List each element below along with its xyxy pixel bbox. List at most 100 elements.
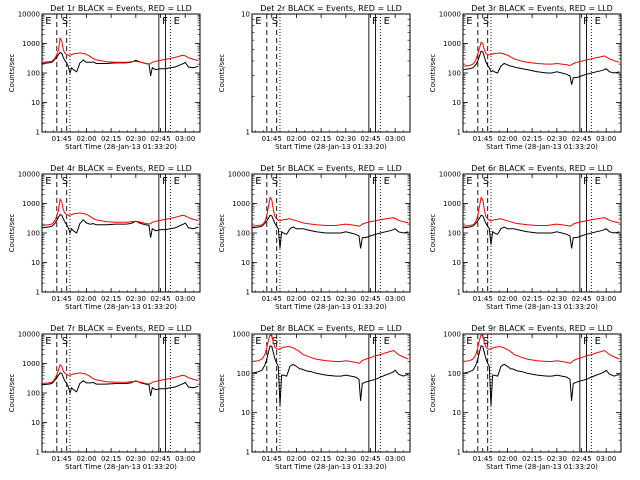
x-tick-label: 02:00 [76, 455, 96, 463]
series-lld-red [41, 363, 199, 385]
y-tick-label: 10000 [439, 11, 461, 19]
y-tick-label: 100 [27, 70, 40, 78]
marker-f: F [162, 16, 168, 27]
x-tick-label: 02:00 [286, 135, 306, 143]
marker-s: S [272, 16, 278, 27]
y-tick-label: 10000 [18, 171, 40, 179]
x-tick-label: 02:45 [571, 455, 591, 463]
x-tick-label: 02:45 [360, 135, 380, 143]
x-tick-label: 02:30 [547, 295, 567, 303]
y-axis-label: Counts/sec [8, 214, 16, 253]
x-tick-label: 01:45 [52, 295, 72, 303]
series-events-black [251, 345, 409, 406]
panel-det-6: Det 6r BLACK = Events, RED = LLD 1 10 100 10… [429, 164, 622, 311]
plot-frame [251, 333, 411, 453]
marker-s: S [483, 336, 489, 347]
x-tick-label: 02:15 [311, 135, 331, 143]
marker-e: E [255, 16, 261, 27]
x-axis-label: Start Time (28-Jan-13 01:33:20) [486, 303, 598, 311]
marker-e: E [595, 16, 601, 27]
y-tick-label: 10000 [439, 171, 461, 179]
series-events-black [462, 214, 620, 249]
panel-det-8: Det 8r BLACK = Events, RED = LLD 1 10 100 10… [218, 324, 411, 471]
marker-e: E [174, 16, 180, 27]
x-tick-label: 02:30 [547, 135, 567, 143]
series-lld-red [462, 41, 620, 67]
series-events-black [251, 214, 409, 249]
y-tick-label: 10 [31, 99, 40, 107]
x-tick-label: 03:00 [385, 455, 405, 463]
x-axis-label: Start Time (28-Jan-13 01:33:20) [65, 143, 177, 151]
x-tick-label: 02:00 [497, 135, 517, 143]
x-tick-label: 02:45 [150, 455, 170, 463]
series-lld-red [41, 197, 199, 226]
y-tick-label: 1 [36, 129, 40, 137]
marker-e: E [466, 16, 472, 27]
panel-title: Det 5r BLACK = Events, RED = LLD [260, 164, 402, 173]
y-tick-label: 1 [246, 129, 250, 137]
x-tick-label: 03:00 [385, 295, 405, 303]
marker-e: E [174, 176, 180, 187]
marker-e: E [595, 176, 601, 187]
y-tick-label: 10000 [18, 11, 40, 19]
panel-title: Det 9r BLACK = Events, RED = LLD [471, 324, 613, 333]
marker-e: E [45, 336, 51, 347]
x-tick-label: 03:00 [385, 135, 405, 143]
x-tick-label: 02:15 [522, 135, 542, 143]
y-tick-label: 1 [457, 129, 461, 137]
x-tick-label: 02:15 [101, 455, 121, 463]
x-tick-label: 02:00 [497, 295, 517, 303]
x-tick-label: 02:00 [286, 455, 306, 463]
x-tick-label: 03:00 [596, 295, 616, 303]
x-axis-label: Start Time (28-Jan-13 01:33:20) [486, 463, 598, 471]
x-tick-label: 02:15 [522, 455, 542, 463]
y-tick-label: 100 [27, 230, 40, 238]
marker-s: S [272, 176, 278, 187]
x-tick-label: 02:30 [336, 455, 356, 463]
y-tick-label: 1000 [232, 331, 250, 339]
y-tick-label: 10 [452, 99, 461, 107]
y-tick-label: 10000 [228, 171, 250, 179]
panel-title: Det 8r BLACK = Events, RED = LLD [260, 324, 402, 333]
x-tick-label: 01:45 [52, 455, 72, 463]
marker-e: E [466, 336, 472, 347]
series-events-black [41, 372, 199, 397]
marker-f: F [372, 176, 378, 187]
marker-s: S [62, 336, 68, 347]
x-tick-label: 03:00 [175, 295, 195, 303]
y-tick-label: 100 [237, 370, 250, 378]
panel-title: Det 2r BLACK = Events, RED = LLD [260, 4, 402, 13]
y-axis-label: Counts/sec [218, 374, 226, 413]
panel-title: Det 6r BLACK = Events, RED = LLD [471, 164, 613, 173]
y-tick-label: 1000 [22, 360, 40, 368]
x-tick-label: 02:15 [311, 455, 331, 463]
y-tick-label: 10000 [18, 331, 40, 339]
series-events-black [462, 50, 620, 85]
panel-det-5: Det 5r BLACK = Events, RED = LLD 1 10 100 10… [218, 164, 411, 311]
marker-e: E [45, 176, 51, 187]
x-tick-label: 03:00 [175, 455, 195, 463]
x-tick-label: 01:45 [473, 135, 493, 143]
series-lld-red [462, 334, 620, 364]
marker-e: E [174, 336, 180, 347]
y-axis-label: Counts/sec [8, 374, 16, 413]
x-tick-label: 02:00 [497, 455, 517, 463]
y-tick-label: 10 [241, 259, 250, 267]
y-tick-label: 100 [237, 230, 250, 238]
x-tick-label: 02:30 [126, 455, 146, 463]
x-axis-label: Start Time (28-Jan-13 01:33:20) [65, 463, 177, 471]
y-tick-label: 1 [246, 449, 250, 457]
plot-frame [462, 333, 622, 453]
panel-title: Det 4r BLACK = Events, RED = LLD [50, 164, 192, 173]
plot-frame [41, 173, 201, 293]
x-tick-label: 02:30 [126, 135, 146, 143]
y-tick-label: 1 [36, 289, 40, 297]
x-tick-label: 01:45 [262, 455, 282, 463]
panel-title: Det 3r BLACK = Events, RED = LLD [471, 4, 613, 13]
marker-e: E [595, 336, 601, 347]
panel-title: Det 7r BLACK = Events, RED = LLD [50, 324, 192, 333]
y-axis-label: Counts/sec [8, 54, 16, 93]
y-axis-label: Counts/sec [429, 54, 437, 93]
x-axis-label: Start Time (28-Jan-13 01:33:20) [65, 303, 177, 311]
